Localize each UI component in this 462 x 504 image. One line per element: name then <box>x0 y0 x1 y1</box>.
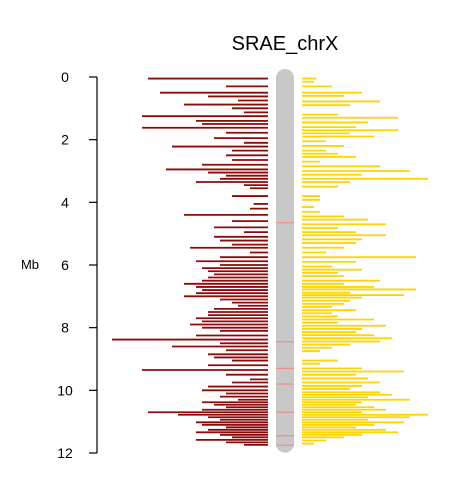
chromosome <box>276 69 294 453</box>
left-bar-series <box>112 77 268 446</box>
y-tick-label: 0 <box>61 69 69 85</box>
y-tick-label: 4 <box>61 194 69 210</box>
chromosome-body <box>276 69 294 453</box>
y-tick-label: 6 <box>61 257 69 273</box>
y-tick-label: 2 <box>61 132 69 148</box>
y-axis-label: Mb <box>21 257 39 272</box>
right-bar-series <box>302 77 428 445</box>
y-tick-label: 10 <box>57 382 73 398</box>
y-tick-label: 8 <box>61 320 69 336</box>
chart-title: SRAE_chrX <box>232 33 339 55</box>
y-tick-label: 12 <box>57 445 73 461</box>
y-axis: 0 2 4 6 8 10 12 <box>57 69 98 461</box>
